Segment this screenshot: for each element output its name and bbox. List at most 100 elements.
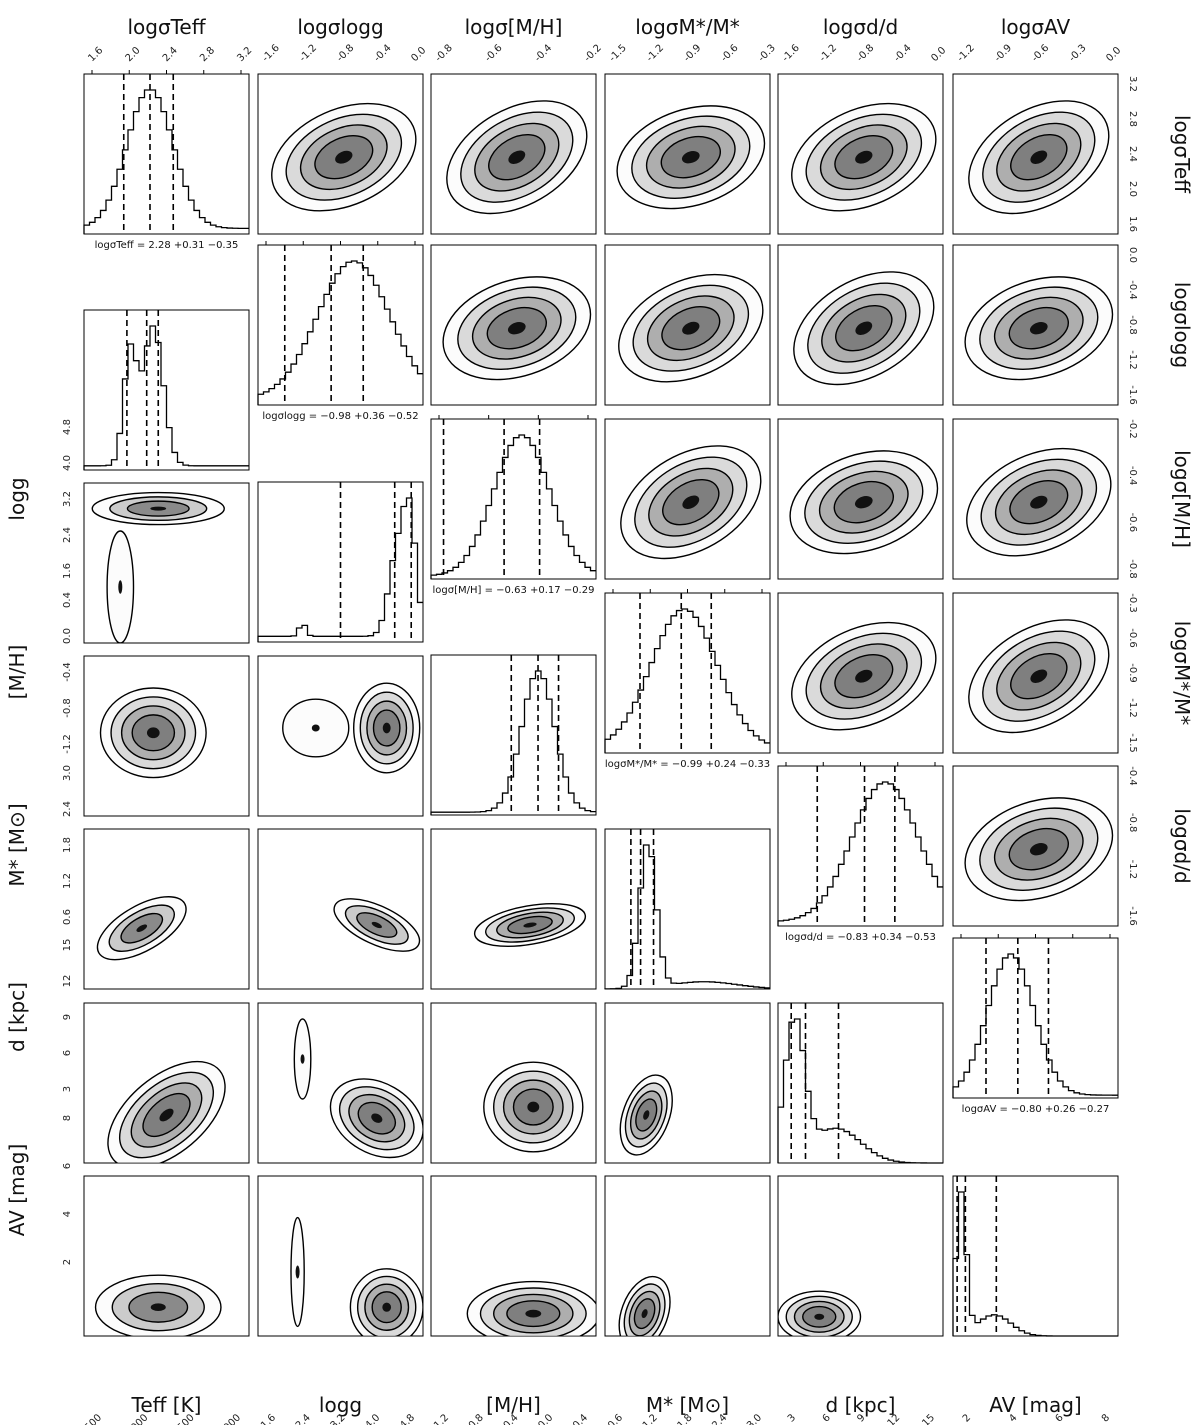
top-tick-label: 2.0 xyxy=(124,45,143,64)
upper-histogram-4-steps xyxy=(777,781,943,926)
left-tick-label: 0.0 xyxy=(62,628,73,644)
upper-contour-4-5-density-peak xyxy=(1029,843,1048,856)
upper-histogram-3 xyxy=(604,592,771,754)
lower-contour-4-1-density-peak xyxy=(371,921,382,929)
lower-contour-5-2 xyxy=(430,1002,597,1164)
bottom-tick-label: -1.2 xyxy=(430,1412,452,1425)
right-title-1: logσlogg xyxy=(1170,282,1194,368)
bottom-tick-label: 2 xyxy=(961,1412,973,1424)
top-tick-label: -0.9 xyxy=(682,43,704,65)
lower-contour-6-1 xyxy=(257,1175,424,1337)
right-title-3: logσM*/M* xyxy=(1170,621,1194,725)
right-tick-label: -0.8 xyxy=(1127,315,1138,335)
bottom-tick-label: 8 xyxy=(1100,1412,1112,1424)
lower-contour-4-1-frame xyxy=(257,828,424,990)
upper-contour-2-4-density-peak xyxy=(854,496,873,509)
histogram-title-0: logσTeff = 2.28 +0.31 −0.35 xyxy=(95,240,239,251)
top-tick-label: -0.2 xyxy=(582,43,604,65)
left-tick-label: 0.4 xyxy=(62,592,73,608)
top-tick-label: 1.6 xyxy=(86,45,105,64)
bottom-label-5: AV [mag] xyxy=(989,1393,1081,1417)
right-tick-label: -0.2 xyxy=(1127,419,1138,439)
top-tick-label: 0.0 xyxy=(409,45,428,64)
top-title-5: logσAV xyxy=(1001,15,1071,39)
upper-contour-0-1-density-peak xyxy=(335,150,353,164)
right-tick-label: 3.2 xyxy=(1127,76,1138,92)
top-tick-label: -1.2 xyxy=(645,43,667,65)
lower-contour-5-0-density-peak xyxy=(159,1108,174,1122)
top-tick-label: 0.0 xyxy=(1104,45,1123,64)
right-tick-label: 1.6 xyxy=(1127,216,1138,232)
top-title-2: logσ[M/H] xyxy=(465,15,563,39)
upper-contour-3-4 xyxy=(777,592,944,754)
left-tick-label: 6 xyxy=(62,1163,73,1169)
upper-contour-1-3 xyxy=(604,244,771,406)
bottom-tick-label: -0.8 xyxy=(464,1412,486,1425)
left-tick-label: 8 xyxy=(62,1115,73,1121)
lower-histogram-extra xyxy=(83,309,250,471)
lower-contour-2-0 xyxy=(83,482,250,644)
lower-contour-5-3-density-peak xyxy=(643,1110,650,1120)
left-tick-label: 2 xyxy=(62,1259,73,1265)
lower-contour-3-1-density-peak xyxy=(311,724,320,732)
right-tick-label: 2.8 xyxy=(1127,111,1138,127)
left-label-2: M* [M⊙] xyxy=(5,803,29,886)
lower-histogram-1-steps xyxy=(430,670,596,815)
bottom-tick-label: 2.4 xyxy=(294,1412,313,1425)
upper-histogram-5 xyxy=(952,937,1119,1099)
right-tick-label: -1.6 xyxy=(1127,385,1138,405)
lower-contour-5-2-density-peak xyxy=(527,1101,540,1113)
upper-contour-0-4-density-peak xyxy=(855,150,873,164)
left-tick-label: 3.2 xyxy=(62,491,73,507)
bottom-tick-label: 9000 xyxy=(217,1412,243,1425)
lower-contour-6-0 xyxy=(83,1175,250,1337)
upper-histogram-3-frame xyxy=(604,592,771,754)
top-tick-label: -1.5 xyxy=(607,43,629,65)
lower-histogram-4 xyxy=(952,1175,1119,1337)
upper-contour-1-2-density-peak xyxy=(507,322,526,335)
left-tick-label: 1.6 xyxy=(62,563,73,579)
left-tick-label: -0.4 xyxy=(62,662,73,682)
upper-histogram-5-steps xyxy=(952,953,1118,1098)
upper-contour-4-5 xyxy=(952,765,1119,927)
histogram-title-3: logσM*/M* = −0.99 +0.24 −0.33 xyxy=(605,759,770,770)
upper-contour-1-5 xyxy=(952,244,1119,406)
upper-contour-1-4 xyxy=(777,244,944,406)
lower-contour-6-2-density-peak xyxy=(525,1309,542,1318)
top-tick-label: -0.6 xyxy=(719,43,741,65)
left-label-1: [M/H] xyxy=(5,645,29,700)
left-label-3: d [kpc] xyxy=(5,982,29,1052)
top-tick-label: -0.4 xyxy=(533,43,555,65)
right-title-4: logσd/d xyxy=(1170,808,1194,883)
histogram-title-1: logσlogg = −0.98 +0.36 −0.52 xyxy=(262,411,418,422)
right-tick-label: 2.0 xyxy=(1127,181,1138,197)
left-tick-label: 2.4 xyxy=(62,801,73,817)
left-tick-label: 6 xyxy=(62,1050,73,1056)
upper-histogram-0 xyxy=(83,73,250,235)
lower-contour-6-0-density-peak xyxy=(150,1303,166,1312)
upper-histogram-1 xyxy=(257,244,424,406)
top-tick-label: -0.8 xyxy=(335,43,357,65)
upper-contour-2-3-density-peak xyxy=(682,495,700,509)
upper-histogram-2-steps xyxy=(430,434,596,579)
bottom-tick-label: 1.6 xyxy=(259,1412,278,1425)
bottom-tick-label: 3 xyxy=(786,1412,798,1424)
upper-contour-0-5 xyxy=(952,73,1119,235)
upper-histogram-2 xyxy=(430,418,597,580)
lower-histogram-0-steps xyxy=(257,497,423,642)
top-tick-label: -1.2 xyxy=(298,43,320,65)
top-tick-label: -0.8 xyxy=(433,43,455,65)
top-tick-label: -0.6 xyxy=(483,43,505,65)
top-tick-label: -1.2 xyxy=(955,43,977,65)
top-tick-label: -0.8 xyxy=(855,43,877,65)
upper-contour-0-1 xyxy=(257,73,424,235)
bottom-label-0: Teff [K] xyxy=(131,1393,202,1417)
lower-contour-3-1-density-peak xyxy=(382,722,391,734)
bottom-tick-label: 4.8 xyxy=(398,1412,417,1425)
lower-contour-6-4 xyxy=(777,1175,944,1337)
left-label-0: logg xyxy=(5,477,29,520)
right-tick-label: -0.8 xyxy=(1127,559,1138,579)
lower-contour-3-0-density-peak xyxy=(146,727,160,739)
left-tick-label: 1.2 xyxy=(62,873,73,889)
